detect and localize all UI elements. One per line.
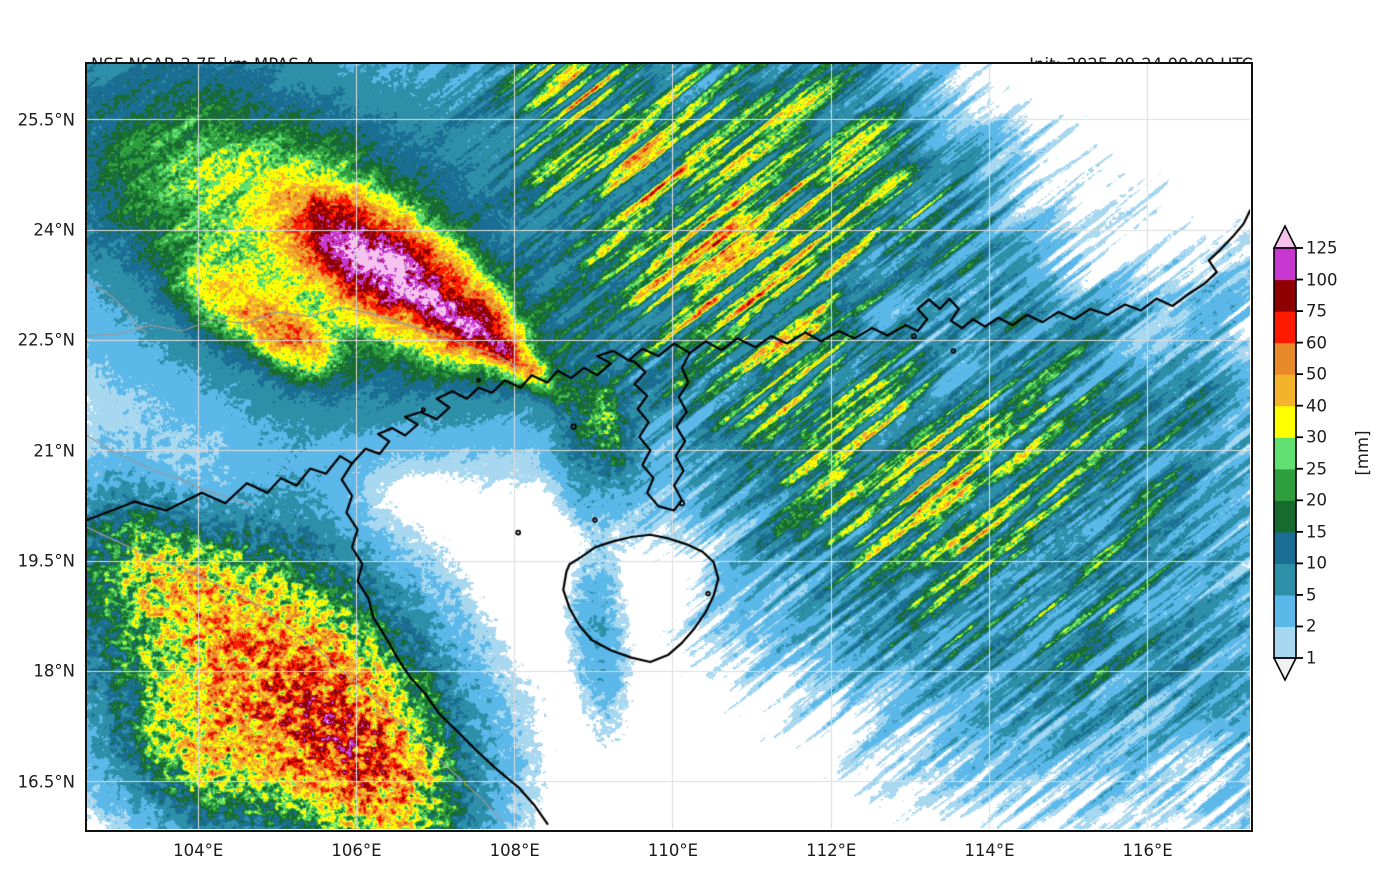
colorbar-tick-label: 75 bbox=[1306, 301, 1327, 321]
y-tick-label: 16.5°N bbox=[17, 772, 75, 792]
y-tick-label: 24°N bbox=[33, 220, 75, 240]
colorbar-tick-label: 60 bbox=[1306, 333, 1327, 353]
colorbar-under-arrow bbox=[1272, 657, 1298, 682]
colorbar-band bbox=[1274, 594, 1296, 628]
colorbar-tick-label: 10 bbox=[1306, 553, 1327, 573]
y-tick-label: 18°N bbox=[33, 661, 75, 681]
x-tick-label: 110°E bbox=[647, 841, 699, 860]
x-tick-label: 106°E bbox=[331, 841, 382, 860]
map-plot-area bbox=[85, 62, 1253, 832]
colorbar-tick-label: 50 bbox=[1306, 364, 1327, 384]
colorbar: [mm] 1 2 5 10 15 20 25 30 40 50 60 75 100 125 bbox=[1268, 218, 1378, 688]
colorbar-band bbox=[1274, 374, 1296, 407]
colorbar-tick-label: 100 bbox=[1306, 270, 1338, 290]
colorbar-over-arrow bbox=[1272, 224, 1298, 249]
precipitation-map-canvas bbox=[87, 64, 1250, 829]
colorbar-tick-label: 40 bbox=[1306, 396, 1327, 416]
colorbar-band bbox=[1274, 437, 1296, 470]
colorbar-band bbox=[1274, 468, 1296, 501]
colorbar-tick-label: 15 bbox=[1306, 522, 1327, 542]
colorbar-band bbox=[1274, 405, 1296, 438]
x-tick-label: 112°E bbox=[806, 841, 857, 860]
colorbar-tick-label: 25 bbox=[1306, 459, 1327, 479]
colorbar-tick-label: 20 bbox=[1306, 490, 1327, 510]
colorbar-tick-label: 1 bbox=[1306, 648, 1317, 668]
colorbar-tick-label: 30 bbox=[1306, 427, 1327, 447]
colorbar-band bbox=[1274, 248, 1296, 281]
colorbar-band bbox=[1274, 626, 1296, 659]
colorbar-band bbox=[1274, 279, 1296, 312]
x-tick-label: 114°E bbox=[964, 841, 1015, 860]
colorbar-band bbox=[1274, 342, 1296, 375]
y-tick-label: 19.5°N bbox=[17, 551, 75, 571]
y-tick-label: 21°N bbox=[33, 441, 75, 461]
y-tick-label: 25.5°N bbox=[17, 110, 75, 130]
colorbar-unit-label: [mm] bbox=[1353, 430, 1373, 476]
colorbar-swatches bbox=[1272, 224, 1303, 682]
x-tick-label: 108°E bbox=[489, 841, 540, 860]
colorbar-band bbox=[1274, 531, 1296, 564]
x-tick-label: 104°E bbox=[173, 841, 224, 860]
x-tick-label: 116°E bbox=[1122, 841, 1173, 860]
colorbar-band bbox=[1274, 311, 1296, 344]
colorbar-band bbox=[1274, 563, 1296, 596]
colorbar-tick-label: 2 bbox=[1306, 616, 1317, 636]
colorbar-tick-label: 5 bbox=[1306, 585, 1317, 605]
colorbar-band bbox=[1274, 500, 1296, 533]
colorbar-tick-label: 125 bbox=[1306, 238, 1338, 258]
colorbar-outline bbox=[1273, 247, 1297, 659]
y-tick-label: 22.5°N bbox=[17, 330, 75, 350]
